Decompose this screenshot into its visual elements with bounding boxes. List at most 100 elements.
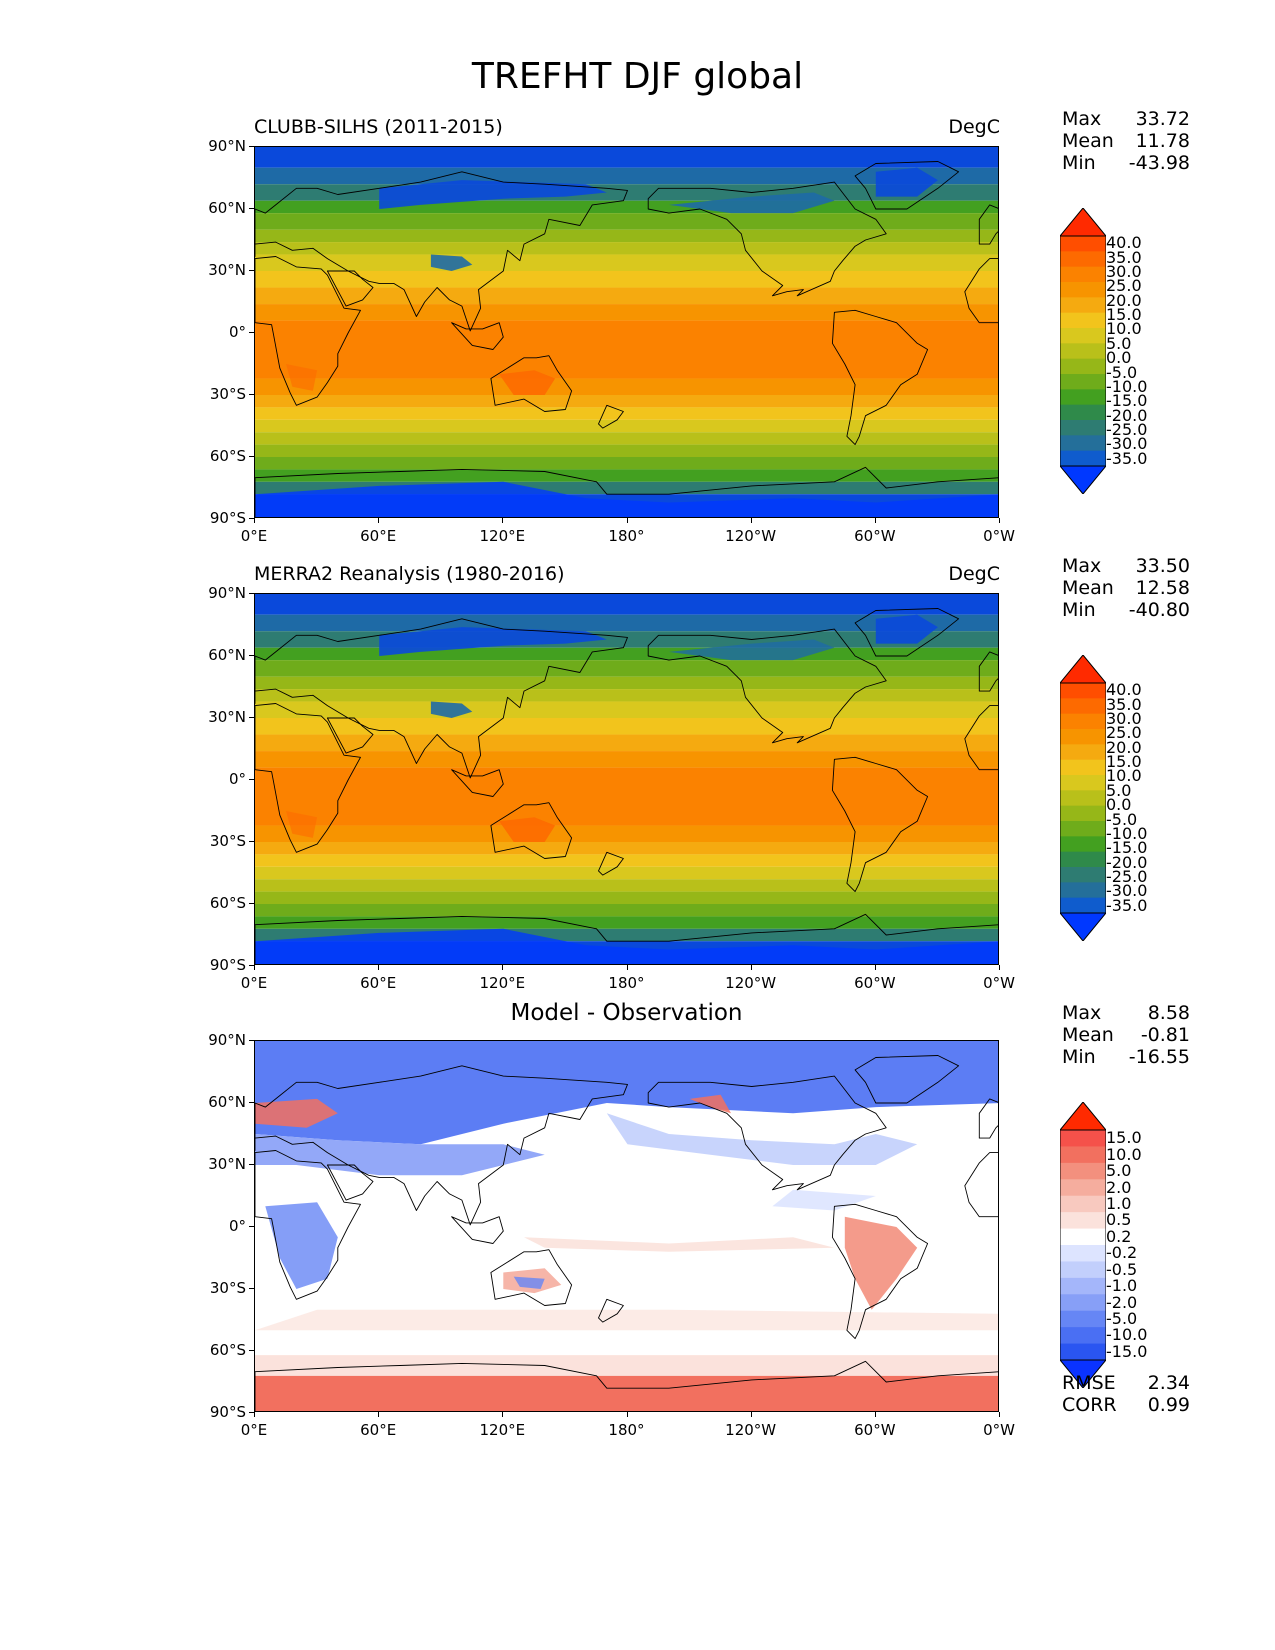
colorbar-tick-label: 30.0 (1106, 708, 1142, 728)
units-label: DegC (948, 563, 1000, 585)
stat-label: RMSE (1062, 1372, 1116, 1394)
colorbar-tick-label: -25.0 (1106, 420, 1148, 440)
lat-tickmark (249, 779, 254, 780)
stat-label: Max (1062, 1002, 1102, 1024)
lat-tick-label: 60°N (208, 1093, 246, 1111)
colorbar-tick-label: 30.0 (1106, 261, 1142, 281)
colorbar-tick-label: -5.0 (1106, 362, 1138, 382)
units-label: DegC (948, 116, 1000, 138)
lon-tickmark (750, 518, 752, 523)
lat-tick-label: 30°N (208, 708, 246, 726)
lon-tickmark (874, 518, 876, 523)
colorbar-tick-label: 5.0 (1106, 1161, 1132, 1181)
colorbar-tick-label: 10.0 (1106, 1144, 1142, 1164)
lat-tick-label: 30°S (209, 1279, 246, 1297)
observation-panel: MERRA2 Reanalysis (1980-2016) DegC 90°N 60°… (0, 555, 1275, 1023)
difference-panel: Model - Observation 90°N 60°N 30°N 0° 30°S 60°… (0, 1000, 1275, 1470)
lon-tick-label: 0°W (983, 527, 1015, 545)
lat-tickmark (249, 903, 254, 904)
lat-tickmark (249, 593, 254, 594)
colorbar-tick-label: 20.0 (1106, 737, 1142, 757)
colorbar (1058, 207, 1108, 495)
lon-tickmark (378, 518, 380, 523)
lat-tick-label: 30°S (209, 385, 246, 403)
lat-tickmark (249, 1350, 254, 1351)
lon-tickmark (378, 965, 380, 970)
stat-value: 33.50 (1135, 555, 1190, 577)
lon-tick-label: 180° (608, 1421, 645, 1439)
lon-tickmark (999, 1412, 1000, 1417)
lon-tick-label: 120°E (479, 1421, 526, 1439)
lat-tickmark (249, 146, 254, 147)
stat-label: CORR (1062, 1394, 1117, 1416)
lon-tickmark (999, 518, 1000, 523)
lon-tickmark (626, 1412, 628, 1417)
lon-tick-label: 120°E (479, 974, 526, 992)
map-svg (255, 594, 998, 964)
colorbar-tick-label: -15.0 (1106, 1341, 1148, 1361)
lat-tickmark (249, 456, 254, 457)
lat-tick-label: 0° (228, 1217, 246, 1235)
colorbar-tick-label: -1.0 (1106, 1276, 1138, 1296)
lat-tickmark (249, 655, 254, 656)
lon-tick-label: 60°W (854, 974, 896, 992)
lat-tickmark (249, 1040, 254, 1041)
lat-tick-label: 60°S (209, 894, 246, 912)
lon-tick-label: 60°E (360, 527, 397, 545)
lat-tickmark (249, 1412, 254, 1413)
lon-tickmark (254, 965, 255, 970)
map-plot (254, 1040, 999, 1412)
lon-tickmark (502, 1412, 504, 1417)
lon-tickmark (502, 965, 504, 970)
lon-tick-label: 0°W (983, 1421, 1015, 1439)
colorbar-tick-label: -25.0 (1106, 867, 1148, 887)
lon-tick-label: 120°W (725, 1421, 777, 1439)
colorbar-tick-label: -10.0 (1106, 823, 1148, 843)
lat-tickmark (249, 965, 254, 966)
colorbar-tick-label: 35.0 (1106, 247, 1142, 267)
colorbar-tick-label: 25.0 (1106, 276, 1142, 296)
model-panel: CLUBB-SILHS (2011-2015) DegC 90°N 60°N 30°N 0… (0, 108, 1275, 576)
lon-tickmark (999, 965, 1000, 970)
stat-label: Mean (1062, 577, 1114, 599)
colorbar-tick-label: 15.0 (1106, 752, 1142, 772)
colorbar-svg (1058, 207, 1108, 495)
colorbar-tick-label: -0.5 (1106, 1259, 1138, 1279)
stat-value: 33.72 (1135, 108, 1190, 130)
lon-tick-label: 0°E (240, 974, 268, 992)
panel-title: MERRA2 Reanalysis (1980-2016) (254, 563, 565, 585)
lat-tickmark (249, 841, 254, 842)
stat-label: Mean (1062, 1024, 1114, 1046)
colorbar-tick-label: -10.0 (1106, 1325, 1148, 1345)
colorbar-tick-label: -35.0 (1106, 895, 1148, 915)
lat-tick-label: 90°N (208, 584, 246, 602)
colorbar-tick-label: 15.0 (1106, 305, 1142, 325)
map-plot (254, 146, 999, 518)
colorbar-tick-label: -20.0 (1106, 852, 1148, 872)
lon-tick-label: 180° (608, 527, 645, 545)
colorbar-tick-label: -5.0 (1106, 1308, 1138, 1328)
lon-tick-label: 60°W (854, 1421, 896, 1439)
lon-tick-label: 180° (608, 974, 645, 992)
colorbar-tick-label: 10.0 (1106, 319, 1142, 339)
map-plot (254, 593, 999, 965)
colorbar (1058, 654, 1108, 942)
lon-tickmark (626, 965, 628, 970)
colorbar-tick-label: -15.0 (1106, 838, 1148, 858)
lon-tickmark (502, 518, 504, 523)
lon-tickmark (378, 1412, 380, 1417)
lat-tick-label: 60°S (209, 447, 246, 465)
lat-tick-label: 90°N (208, 137, 246, 155)
lon-tickmark (874, 1412, 876, 1417)
lat-tick-label: 0° (228, 323, 246, 341)
lon-tick-label: 0°E (240, 527, 268, 545)
stat-label: Min (1062, 152, 1096, 174)
colorbar-tick-label: 35.0 (1106, 694, 1142, 714)
colorbar-tick-label: -10.0 (1106, 376, 1148, 396)
colorbar (1058, 1101, 1108, 1389)
lon-tickmark (254, 1412, 255, 1417)
lon-tickmark (750, 1412, 752, 1417)
colorbar-tick-label: 15.0 (1106, 1128, 1142, 1148)
colorbar-tick-label: 10.0 (1106, 766, 1142, 786)
lat-tick-label: 60°S (209, 1341, 246, 1359)
